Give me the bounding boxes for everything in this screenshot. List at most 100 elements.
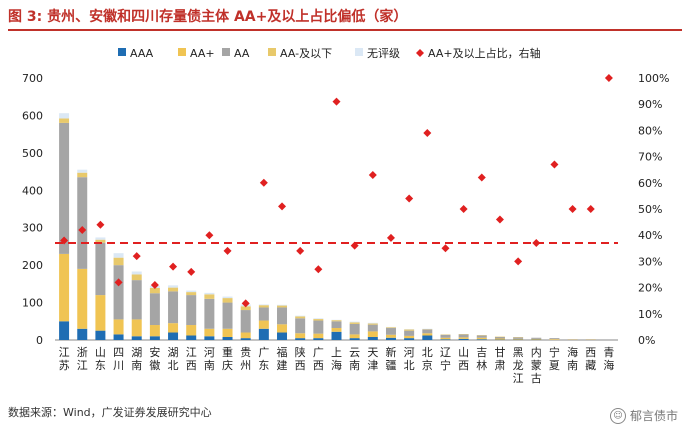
bar-segment (531, 338, 542, 340)
watermark: ☺ 郁言债市 (609, 407, 678, 424)
ratio-point (350, 241, 359, 250)
bar-segment (59, 118, 70, 123)
bar-segment (149, 325, 160, 337)
bar-segment (422, 333, 433, 336)
ratio-point (423, 129, 432, 138)
x-tick-label-char: 湖 (131, 346, 142, 359)
bar-segment (222, 337, 233, 340)
x-tick-label-char: 南 (349, 359, 360, 372)
bar-segment (131, 336, 142, 340)
bar-segment (422, 329, 433, 334)
ratio-point (604, 74, 613, 82)
title-divider (8, 29, 682, 31)
y-right-tick-label: 40% (638, 229, 662, 242)
bar-segment (77, 177, 88, 269)
x-tick-label-char: 南 (567, 359, 578, 372)
bar-segment (277, 332, 288, 340)
legend-marker (416, 49, 424, 57)
x-tick-label-char: 蒙 (531, 359, 542, 372)
x-tick-label-char: 宁 (549, 345, 560, 359)
bar-segment (113, 334, 124, 340)
bar-series (59, 113, 596, 340)
bar-segment (277, 324, 288, 333)
bar-segment (331, 321, 342, 329)
x-tick-label-char: 藏 (585, 359, 596, 372)
bar-segment (222, 302, 233, 329)
bar-segment (277, 307, 288, 325)
bar-segment (95, 295, 106, 331)
bar-segment (59, 113, 70, 119)
bar-segment (258, 304, 269, 306)
bar-segment (367, 323, 378, 325)
x-tick-label-char: 西 (458, 359, 469, 372)
y-right-tick-label: 50% (638, 203, 662, 216)
ratio-point (332, 97, 341, 106)
legend-label: AA (234, 47, 250, 60)
bar-segment (513, 338, 524, 340)
bar-segment (222, 328, 233, 338)
y-right-tick-label: 60% (638, 177, 662, 190)
x-tick-label-char: 北 (422, 346, 433, 359)
bar-segment (277, 304, 288, 306)
bar-segment (313, 319, 324, 321)
bar-segment (385, 334, 396, 338)
ratio-point (78, 225, 87, 234)
x-tick-label-char: 北 (168, 359, 179, 372)
x-tick-label-char: 安 (149, 345, 160, 359)
bar-segment (367, 324, 378, 332)
bar-segment (77, 268, 88, 329)
ratio-point (150, 280, 159, 289)
bar-segment (295, 338, 306, 340)
legend-label: AAA (130, 47, 154, 60)
ratio-point (586, 205, 595, 213)
bar-segment (131, 274, 142, 281)
bar-segment (349, 334, 360, 339)
bar-segment (458, 337, 469, 339)
x-tick-label-char: 肃 (494, 359, 505, 372)
x-tick-label-char: 内 (531, 345, 542, 359)
bar-segment (258, 307, 269, 321)
y-left-tick-label: 500 (22, 147, 43, 160)
legend-swatch (268, 48, 276, 56)
x-tick-label-char: 福 (277, 345, 288, 359)
ratio-point (514, 257, 523, 266)
bar-segment (494, 337, 505, 339)
legend-label: AA+ (190, 47, 215, 60)
legend-label: AA+及以上占比，右轴 (428, 46, 541, 60)
bar-segment (476, 339, 487, 340)
bar-segment (204, 294, 215, 299)
x-tick-label-char: 湖 (168, 346, 179, 359)
bar-segment (313, 338, 324, 340)
bar-segment (77, 169, 88, 173)
bar-segment (422, 335, 433, 340)
bar-segment (204, 336, 215, 340)
bar-segment (168, 285, 179, 288)
x-tick-label-char: 海 (603, 358, 614, 372)
y-left-tick-label: 100 (22, 297, 43, 310)
bar-segment (277, 305, 288, 308)
bar-segment (349, 321, 360, 323)
wechat-icon: ☺ (609, 407, 626, 424)
y-left-tick-label: 600 (22, 109, 43, 122)
bar-segment (168, 323, 179, 333)
ratio-point (568, 205, 577, 213)
ratio-point (60, 236, 69, 245)
x-tick-label-char: 夏 (549, 359, 560, 372)
bar-segment (549, 339, 560, 340)
x-tick-label-char: 龙 (513, 359, 524, 372)
y-left-tick-label: 700 (22, 72, 43, 85)
ratio-point (132, 252, 141, 261)
ratio-point (187, 267, 196, 276)
bar-segment (113, 265, 124, 320)
x-tick-label-char: 浙 (77, 346, 88, 359)
ratio-point (169, 262, 178, 271)
x-tick-label-char: 南 (131, 359, 142, 372)
x-tick-label-char: 南 (204, 359, 215, 372)
bar-segment (186, 292, 197, 296)
legend-swatch (355, 48, 363, 56)
x-tick-label-char: 苏 (59, 359, 70, 372)
x-tick-label-char: 重 (222, 345, 233, 359)
bar-segment (349, 323, 360, 335)
bar-segment (204, 328, 215, 337)
ratio-point (114, 278, 123, 287)
